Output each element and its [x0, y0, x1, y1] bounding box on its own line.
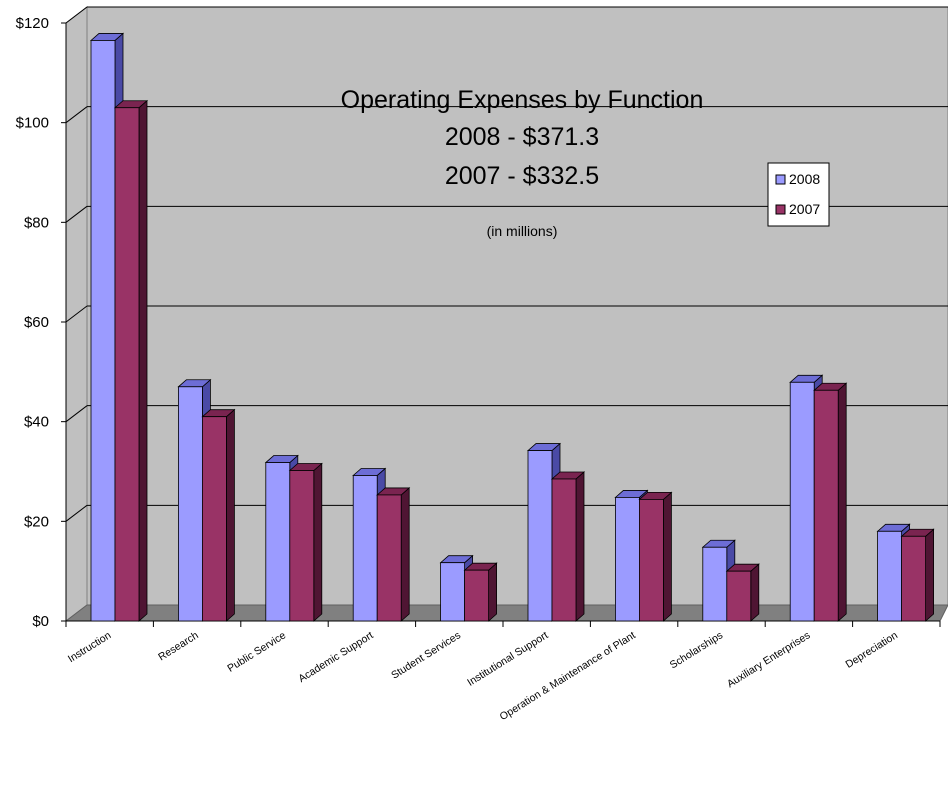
gridline-diagonal [65, 405, 88, 423]
gridline-diagonal [65, 205, 88, 223]
gridline-diagonal [65, 305, 88, 323]
bar-side-face [925, 528, 934, 622]
bar-2007 [376, 487, 411, 622]
bar-2007 [813, 382, 848, 622]
chart-subtitle-2007: 2007 - $332.5 [445, 162, 599, 190]
y-tick-label: $40 [24, 414, 49, 431]
chart-subtitle-2008: 2008 - $371.3 [445, 123, 599, 151]
x-axis-ticks: Instruction Research Public Service Academi… [65, 621, 941, 723]
bar-2007 [113, 99, 149, 622]
chart-units-note: (in millions) [487, 223, 558, 239]
y-tick-label: $100 [16, 115, 49, 132]
x-tick-label: Operation & Maintenance of Plant [498, 629, 638, 723]
bar-front-face [551, 478, 577, 622]
bar-front-face [726, 570, 752, 622]
bar-front-face [789, 381, 815, 622]
bar-2007 [638, 491, 673, 622]
bar-front-face [901, 535, 926, 622]
bar-front-face [615, 497, 640, 622]
x-tick-label: Academic Support [296, 629, 375, 685]
y-tick-label: $20 [24, 513, 49, 530]
chart-title: Operating Expenses by Function [341, 86, 704, 114]
x-tick-label: Depreciation [844, 629, 900, 671]
legend-label-2007: 2007 [789, 201, 820, 217]
bar-front-face [114, 107, 140, 622]
bar-front-face [813, 389, 839, 622]
bar-side-face [488, 562, 498, 622]
legend-swatch-2008 [775, 174, 786, 185]
bar-front-face [265, 462, 291, 622]
bar-side-face [225, 408, 235, 622]
bar-front-face [177, 386, 203, 622]
x-tick-label: Research [156, 629, 201, 663]
x-tick-label: Scholarships [668, 629, 725, 671]
bar-front-face [376, 494, 402, 622]
bar-front-face [464, 569, 490, 622]
x-tick-label: Student Services [389, 629, 463, 681]
x-tick-label: Public Service [225, 629, 288, 675]
legend: 2008 2007 [767, 162, 830, 227]
bar-2007 [201, 408, 236, 622]
legend-box [767, 162, 830, 227]
bar-side-face [663, 491, 672, 622]
bar-side-face [837, 382, 847, 622]
x-tick-label: Institutional Support [465, 629, 550, 688]
bar-front-face [440, 562, 466, 622]
bar-front-face [877, 530, 902, 622]
bar-side-face [575, 471, 585, 622]
bar-front-face [352, 475, 378, 622]
bar-side-face [313, 462, 323, 622]
bar-front-face [201, 416, 227, 622]
bar-2007 [900, 528, 935, 622]
bars [89, 32, 935, 622]
bar-front-face [289, 470, 315, 622]
x-tick-label: Auxiliary Enterprises [725, 629, 813, 690]
bar-2007 [463, 562, 498, 622]
bar-front-face [639, 499, 664, 622]
gridline-diagonal [65, 504, 88, 522]
gridline-diagonal [65, 6, 88, 24]
bar-side-face [400, 487, 410, 622]
bar-front-face [90, 40, 116, 622]
y-tick-label: $60 [24, 314, 49, 331]
y-tick-label: $80 [24, 214, 49, 231]
y-axis-ticks: $0 $20 $40 $60 $80 $100 $120 [16, 15, 66, 630]
gridline-diagonal [65, 106, 88, 124]
y-tick-label: $0 [32, 613, 49, 630]
bar-2007 [288, 462, 323, 622]
bar-front-face [527, 450, 553, 622]
bar-front-face [702, 546, 728, 622]
x-tick-label: Instruction [66, 629, 114, 665]
legend-swatch-2007 [775, 204, 786, 215]
bar-2007 [725, 563, 760, 622]
legend-label-2008: 2008 [789, 171, 820, 187]
bar-2007 [550, 471, 586, 622]
y-tick-label: $120 [16, 15, 49, 32]
bar-side-face [750, 563, 760, 622]
bar-side-face [138, 99, 148, 622]
